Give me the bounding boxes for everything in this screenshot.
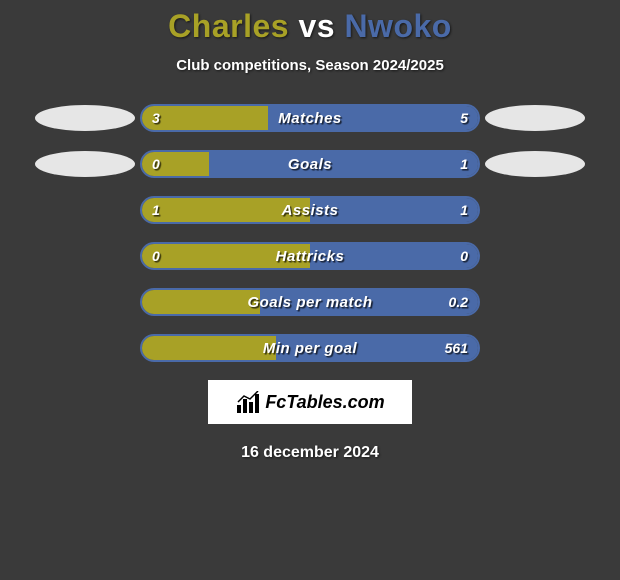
left-badge-slot: [30, 151, 140, 177]
comparison-infographic: Charles vs Nwoko Club competitions, Seas…: [0, 0, 620, 462]
stat-row: Goals0 1: [0, 150, 620, 178]
stat-value-right: 0: [460, 244, 468, 268]
stat-label: Assists: [142, 198, 478, 222]
stat-label: Min per goal: [142, 336, 478, 360]
team-badge-left: [35, 105, 135, 131]
stat-row: Min per goal561: [0, 334, 620, 362]
subtitle: Club competitions, Season 2024/2025: [0, 57, 620, 74]
date-text: 16 december 2024: [0, 444, 620, 462]
team-badge-left: [35, 151, 135, 177]
player2-name: Nwoko: [344, 8, 451, 44]
stat-value-right: 5: [460, 106, 468, 130]
stats-rows: Matches35Goals01Assists11Hattricks00Goal…: [0, 104, 620, 362]
stat-label: Hattricks: [142, 244, 478, 268]
stat-bar: Matches3 5: [140, 104, 480, 132]
stat-value-right: 561: [445, 336, 468, 360]
stat-value-left: 1: [152, 198, 160, 222]
logo-text: FcTables.com: [265, 392, 384, 413]
team-badge-right: [485, 105, 585, 131]
stat-label: Matches: [142, 106, 478, 130]
right-badge-slot: [480, 105, 590, 131]
stat-value-right: 1: [460, 198, 468, 222]
stat-row: Hattricks0 0: [0, 242, 620, 270]
stat-bar: Goals0 1: [140, 150, 480, 178]
right-badge-slot: [480, 151, 590, 177]
stat-row: Assists1 1: [0, 196, 620, 224]
stat-bar: Goals per match0.2: [140, 288, 480, 316]
stat-value-left: 0: [152, 152, 160, 176]
stat-bar: Min per goal561: [140, 334, 480, 362]
vs-text: vs: [298, 8, 335, 44]
stat-label: Goals per match: [142, 290, 478, 314]
stat-value-right: 0.2: [449, 290, 468, 314]
stat-value-left: 0: [152, 244, 160, 268]
page-title: Charles vs Nwoko: [0, 8, 620, 45]
left-badge-slot: [30, 105, 140, 131]
player1-name: Charles: [168, 8, 289, 44]
stat-bar: Hattricks0 0: [140, 242, 480, 270]
bars-icon: [235, 391, 261, 413]
stat-value-left: 3: [152, 106, 160, 130]
stat-row: Matches3 5: [0, 104, 620, 132]
stat-bar: Assists1 1: [140, 196, 480, 224]
team-badge-right: [485, 151, 585, 177]
stat-value-right: 1: [460, 152, 468, 176]
stat-label: Goals: [142, 152, 478, 176]
logo-box: FcTables.com: [208, 380, 412, 424]
stat-row: Goals per match0.2: [0, 288, 620, 316]
